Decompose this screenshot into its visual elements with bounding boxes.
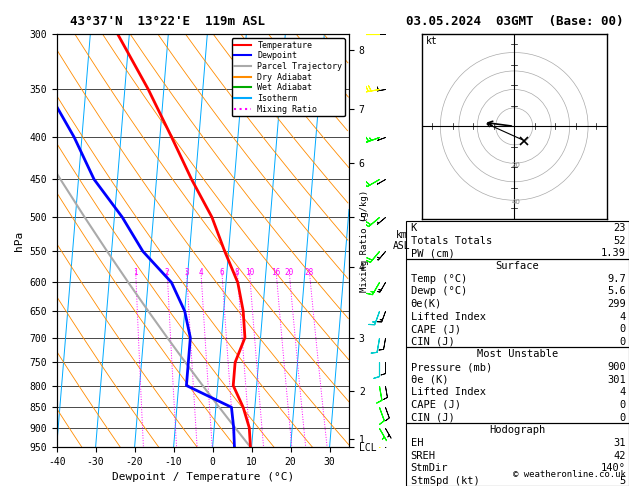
Text: 9.7: 9.7	[607, 274, 626, 284]
Text: 1: 1	[133, 268, 138, 278]
Text: 4: 4	[199, 268, 203, 278]
Text: 301: 301	[607, 375, 626, 385]
Text: 0: 0	[620, 337, 626, 347]
Text: 28: 28	[304, 268, 314, 278]
Text: 40: 40	[512, 199, 521, 206]
Legend: Temperature, Dewpoint, Parcel Trajectory, Dry Adiabat, Wet Adiabat, Isotherm, Mi: Temperature, Dewpoint, Parcel Trajectory…	[231, 38, 345, 116]
Text: CIN (J): CIN (J)	[411, 337, 455, 347]
Text: 4: 4	[620, 312, 626, 322]
Text: 1.39: 1.39	[601, 248, 626, 259]
Text: θe (K): θe (K)	[411, 375, 448, 385]
Text: kt: kt	[426, 36, 438, 46]
Text: StmSpd (kt): StmSpd (kt)	[411, 476, 479, 486]
Text: 16: 16	[271, 268, 281, 278]
Text: 20: 20	[512, 162, 521, 169]
Text: θe(K): θe(K)	[411, 299, 442, 309]
Text: 4: 4	[620, 387, 626, 398]
Text: 140°: 140°	[601, 463, 626, 473]
Text: Mixing Ratio (g/kg): Mixing Ratio (g/kg)	[360, 190, 369, 292]
Text: 31: 31	[613, 438, 626, 448]
Text: CAPE (J): CAPE (J)	[411, 400, 460, 410]
Text: 900: 900	[607, 362, 626, 372]
Text: SREH: SREH	[411, 451, 436, 461]
Text: 0: 0	[620, 413, 626, 423]
Text: Lifted Index: Lifted Index	[411, 387, 486, 398]
Y-axis label: hPa: hPa	[14, 230, 24, 251]
Text: 43°37'N  13°22'E  119m ASL: 43°37'N 13°22'E 119m ASL	[70, 15, 265, 28]
Text: 42: 42	[613, 451, 626, 461]
Text: StmDir: StmDir	[411, 463, 448, 473]
Text: 03.05.2024  03GMT  (Base: 00): 03.05.2024 03GMT (Base: 00)	[406, 15, 623, 28]
Text: Dewp (°C): Dewp (°C)	[411, 286, 467, 296]
Text: 299: 299	[607, 299, 626, 309]
Text: © weatheronline.co.uk: © weatheronline.co.uk	[513, 469, 626, 479]
Text: 8: 8	[235, 268, 240, 278]
Text: 6: 6	[220, 268, 224, 278]
X-axis label: Dewpoint / Temperature (°C): Dewpoint / Temperature (°C)	[112, 472, 294, 483]
Text: PW (cm): PW (cm)	[411, 248, 455, 259]
Text: 20: 20	[284, 268, 294, 278]
Text: Temp (°C): Temp (°C)	[411, 274, 467, 284]
Text: 0: 0	[620, 400, 626, 410]
Text: 23: 23	[613, 223, 626, 233]
Text: EH: EH	[411, 438, 423, 448]
Text: 2: 2	[165, 268, 169, 278]
Text: 0: 0	[620, 324, 626, 334]
Text: 52: 52	[613, 236, 626, 246]
Text: Totals Totals: Totals Totals	[411, 236, 492, 246]
Y-axis label: km
ASL: km ASL	[392, 230, 410, 251]
Text: Hodograph: Hodograph	[489, 425, 545, 435]
Text: 5.6: 5.6	[607, 286, 626, 296]
Text: CAPE (J): CAPE (J)	[411, 324, 460, 334]
Text: CIN (J): CIN (J)	[411, 413, 455, 423]
Text: Lifted Index: Lifted Index	[411, 312, 486, 322]
Text: K: K	[411, 223, 417, 233]
Text: Surface: Surface	[496, 261, 539, 271]
Text: 3: 3	[184, 268, 189, 278]
Text: 10: 10	[245, 268, 254, 278]
Text: 5: 5	[620, 476, 626, 486]
Text: Pressure (mb): Pressure (mb)	[411, 362, 492, 372]
Text: Most Unstable: Most Unstable	[477, 349, 558, 360]
